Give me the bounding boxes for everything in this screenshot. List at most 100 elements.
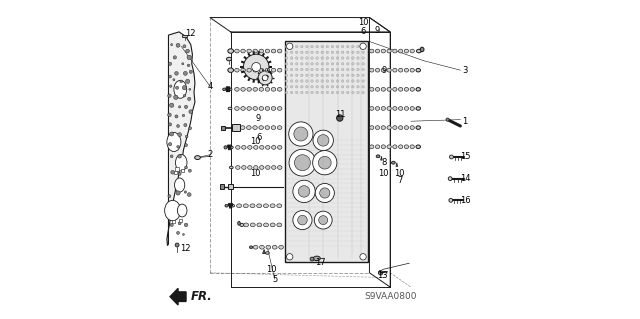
Circle shape: [362, 85, 364, 88]
Polygon shape: [410, 126, 414, 130]
Polygon shape: [265, 68, 269, 72]
Polygon shape: [235, 49, 239, 53]
Circle shape: [184, 191, 187, 193]
Ellipse shape: [195, 156, 200, 160]
Polygon shape: [167, 32, 195, 246]
Ellipse shape: [416, 107, 420, 110]
Polygon shape: [393, 107, 397, 110]
Circle shape: [356, 85, 359, 88]
Bar: [180, 169, 184, 172]
Polygon shape: [241, 126, 245, 130]
Circle shape: [346, 80, 349, 82]
Circle shape: [178, 172, 181, 175]
Polygon shape: [235, 68, 239, 72]
Circle shape: [360, 254, 366, 260]
Polygon shape: [370, 87, 374, 91]
Circle shape: [336, 85, 339, 88]
Polygon shape: [259, 126, 264, 130]
Polygon shape: [381, 87, 385, 91]
Polygon shape: [381, 156, 382, 160]
Circle shape: [184, 123, 187, 127]
Circle shape: [296, 85, 298, 88]
Circle shape: [362, 68, 364, 71]
Polygon shape: [253, 126, 257, 130]
Ellipse shape: [237, 221, 240, 225]
Circle shape: [291, 57, 293, 59]
Circle shape: [331, 45, 333, 48]
Circle shape: [346, 74, 349, 77]
Circle shape: [316, 68, 319, 71]
Polygon shape: [376, 107, 380, 110]
Text: 10: 10: [394, 169, 405, 178]
Ellipse shape: [417, 49, 421, 53]
Circle shape: [326, 91, 328, 94]
Circle shape: [331, 63, 333, 65]
Circle shape: [356, 63, 359, 65]
Polygon shape: [387, 107, 391, 110]
Circle shape: [316, 74, 319, 77]
Circle shape: [311, 74, 314, 77]
Circle shape: [346, 63, 349, 65]
Text: FR.: FR.: [191, 290, 212, 302]
Circle shape: [351, 63, 354, 65]
Circle shape: [168, 143, 172, 146]
Circle shape: [173, 56, 177, 59]
Circle shape: [321, 80, 323, 82]
Circle shape: [448, 177, 452, 181]
Circle shape: [182, 234, 184, 235]
Circle shape: [170, 223, 173, 226]
Circle shape: [326, 51, 328, 54]
Circle shape: [183, 45, 186, 48]
Circle shape: [319, 216, 328, 225]
Circle shape: [321, 68, 323, 71]
Ellipse shape: [314, 256, 320, 261]
Circle shape: [183, 94, 186, 97]
Circle shape: [285, 57, 288, 59]
Polygon shape: [265, 49, 269, 53]
Polygon shape: [260, 145, 264, 149]
Polygon shape: [370, 126, 374, 130]
Polygon shape: [246, 126, 251, 130]
Circle shape: [177, 231, 180, 234]
Ellipse shape: [228, 88, 232, 91]
Text: 11: 11: [335, 110, 346, 119]
Circle shape: [173, 95, 178, 100]
Circle shape: [351, 85, 354, 88]
Polygon shape: [271, 49, 276, 53]
Ellipse shape: [167, 132, 181, 152]
Circle shape: [351, 51, 354, 54]
Circle shape: [298, 215, 307, 225]
Circle shape: [243, 54, 269, 80]
Polygon shape: [396, 163, 397, 167]
Circle shape: [298, 186, 310, 197]
Polygon shape: [277, 87, 282, 91]
Polygon shape: [257, 204, 262, 208]
Polygon shape: [271, 68, 276, 72]
Circle shape: [285, 80, 288, 82]
Polygon shape: [277, 49, 282, 53]
Bar: [179, 219, 182, 222]
Polygon shape: [410, 145, 414, 149]
Circle shape: [170, 132, 173, 136]
Circle shape: [362, 45, 364, 48]
Circle shape: [301, 45, 303, 48]
Circle shape: [291, 74, 293, 77]
Text: 9: 9: [381, 66, 387, 75]
Polygon shape: [271, 87, 276, 91]
Circle shape: [341, 63, 344, 65]
Polygon shape: [247, 49, 252, 53]
Circle shape: [176, 43, 180, 47]
Bar: [175, 167, 179, 171]
Text: 1: 1: [463, 117, 468, 126]
Circle shape: [285, 45, 288, 48]
Circle shape: [331, 85, 333, 88]
Polygon shape: [387, 49, 391, 53]
Circle shape: [176, 191, 180, 195]
Circle shape: [296, 45, 298, 48]
Text: 12: 12: [186, 29, 196, 38]
Circle shape: [331, 57, 333, 59]
Circle shape: [184, 71, 188, 75]
Circle shape: [291, 68, 293, 71]
Circle shape: [289, 149, 316, 176]
Circle shape: [186, 49, 189, 53]
